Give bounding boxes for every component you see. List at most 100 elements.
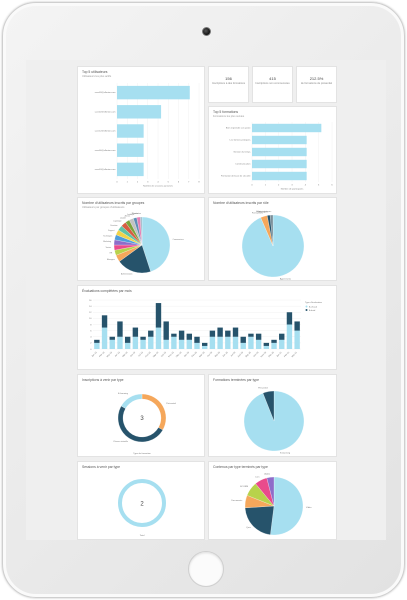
x-tick-label: Mar 20 [198,351,205,358]
bar[interactable] [117,162,144,177]
bar[interactable] [252,123,322,133]
stacked-bar-segment[interactable] [186,339,192,349]
stacked-bar-segment[interactable] [286,312,293,325]
stacked-bar-segment[interactable] [271,342,277,349]
x-tick-label: 4 [305,185,307,187]
stacked-bar-segment[interactable] [240,342,246,349]
x-tick-label: Jul 20 [231,351,237,357]
stacked-bar-segment[interactable] [94,342,100,349]
stacked-bar-segment[interactable] [194,336,200,343]
x-tick-label: 5 [318,185,320,187]
stacked-bar-segment[interactable] [132,336,139,349]
stacked-bar-segment[interactable] [178,339,185,349]
pie-slice[interactable] [244,505,275,535]
stacked-bar-segment[interactable] [194,342,200,349]
stacked-bar-segment[interactable] [171,336,177,349]
stacked-bar-segment[interactable] [202,342,208,346]
pie-slice[interactable] [262,390,275,422]
users-by-role-title: Nombre d'utilisateurs inscrits par rôle [213,201,269,205]
slice-label: Juridique [127,214,134,216]
bar[interactable] [252,135,307,145]
stacked-bar-segment[interactable] [124,336,131,343]
stacked-bar-segment[interactable] [217,336,223,349]
stacked-bar-segment[interactable] [202,345,208,349]
stacked-bar-segment[interactable] [109,336,115,340]
stacked-bar-segment[interactable] [209,336,216,349]
stacked-bar-segment[interactable] [163,321,169,340]
bar[interactable] [117,105,162,119]
sessions-to-come-chart: 2 Total [118,479,166,537]
stacked-bar-segment[interactable] [263,345,270,349]
stacked-bar-segment[interactable] [132,327,139,337]
stacked-bar-segment[interactable] [171,333,177,337]
y-tick-label: 16 [89,300,92,302]
stacked-bar-segment[interactable] [225,336,231,349]
stacked-bar-segment[interactable] [101,315,108,328]
pie-slice[interactable] [141,216,171,272]
stacked-bar-segment[interactable] [124,342,131,349]
stacked-bar-segment[interactable] [217,327,223,337]
stacked-bar-segment[interactable] [279,339,285,349]
x-tick-label: Fév 19 [99,351,106,358]
stacked-bar-segment[interactable] [263,342,270,346]
stacked-bar-segment[interactable] [255,339,262,349]
stacked-bar-segment[interactable] [294,321,300,331]
x-tick-label: Nov 19 [168,351,175,358]
stacked-bar-segment[interactable] [117,321,123,337]
top-users-subtitle: Utilisateurs les plus actifs [82,74,112,78]
bar[interactable] [117,85,190,100]
stacked-bar-segment[interactable] [148,336,154,349]
bar[interactable] [252,159,307,169]
slice-label: Support [108,229,115,232]
x-tick-label: Jan 21 [276,351,283,358]
stacked-bar-segment[interactable] [248,336,254,349]
pie-slice[interactable] [269,214,274,247]
legend-label: A froid [309,309,316,312]
donut-segment[interactable] [117,405,163,443]
stat-value: 156 [225,76,232,81]
slice-label: Lien [255,476,260,478]
donut-segment[interactable] [121,393,143,409]
stacked-bar-segment[interactable] [155,327,162,349]
stacked-bar-segment[interactable] [232,336,239,349]
bar[interactable] [252,171,307,181]
pie-slice[interactable] [140,216,143,246]
stacked-bar-segment[interactable] [117,336,123,349]
stacked-bar-segment[interactable] [294,330,300,349]
stacked-bar-segment[interactable] [271,339,277,343]
stacked-bar-segment[interactable] [148,330,154,337]
x-tick-label: Jan 20 [184,351,191,358]
donut-segment[interactable] [118,479,166,527]
stacked-bar-segment[interactable] [101,327,108,349]
stacked-bar-segment[interactable] [186,333,192,340]
bar[interactable] [252,147,307,157]
stacked-bar-segment[interactable] [255,333,262,340]
stacked-bar-segment[interactable] [225,330,231,337]
stacked-bar-segment[interactable] [279,333,285,340]
slice-label: Managers [258,210,269,213]
x-tick-label: Déc 20 [268,351,275,358]
bar[interactable] [117,124,144,138]
stacked-bar-segment[interactable] [155,303,162,328]
stacked-bar-segment[interactable] [109,339,115,349]
pie-slice[interactable] [270,476,304,536]
stacked-bar-segment[interactable] [209,330,216,337]
home-button[interactable] [188,551,224,587]
y-tick-label: 2 [90,343,92,345]
y-tick-label: 12 [89,312,92,314]
stacked-bar-segment[interactable] [286,324,293,350]
stacked-bar-segment[interactable] [140,339,146,349]
stacked-bar-segment[interactable] [232,327,239,337]
stacked-bar-segment[interactable] [240,336,246,343]
stacked-bar-segment[interactable] [94,339,100,343]
x-tick-label: Aoû 20 [237,351,245,359]
pie-slice[interactable] [266,476,275,507]
stacked-bar-segment[interactable] [178,330,185,340]
evaluations-title: Évaluations complétées par mois [82,289,132,293]
stacked-bar-segment[interactable] [163,339,169,349]
donut-segment[interactable] [141,393,167,431]
stacked-bar-segment[interactable] [140,336,146,340]
stacked-bar-segment[interactable] [248,333,254,337]
bar[interactable] [117,143,144,157]
